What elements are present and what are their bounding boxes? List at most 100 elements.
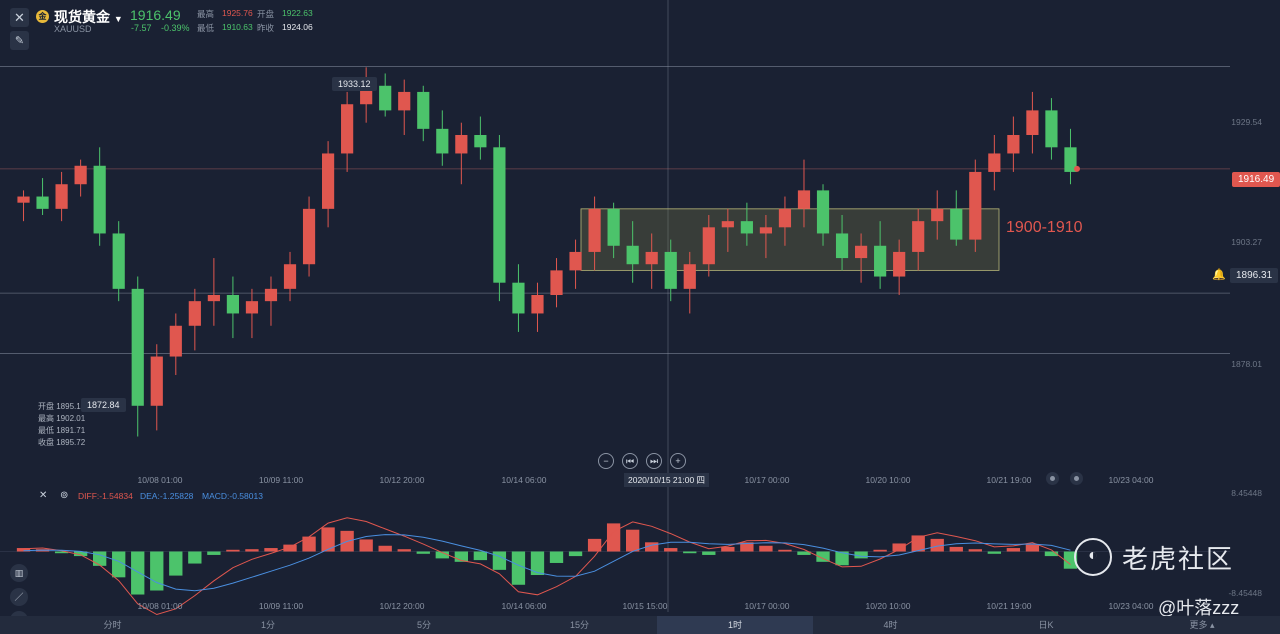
bell-icon[interactable]: 🔔	[1212, 269, 1226, 281]
bar-open: 开盘 1895.1	[38, 402, 81, 411]
current-price-tag: 1916.49	[1232, 172, 1280, 187]
macd-x-label: 10/21 19:00	[986, 601, 1032, 611]
candle	[455, 135, 468, 154]
macd-histogram-bar	[188, 551, 202, 564]
candle	[950, 208, 963, 240]
candle	[816, 190, 830, 234]
macd-histogram-bar	[530, 551, 545, 576]
instrument-symbol: XAUUSD	[54, 24, 92, 34]
candle	[1026, 110, 1039, 135]
macd-histogram-bar	[1063, 551, 1078, 569]
macd-axis-bottom: -8.45448	[1228, 588, 1262, 598]
scroll-back-button[interactable]: ⏮	[622, 453, 638, 469]
draw-tool-button[interactable]: ✎	[10, 31, 29, 50]
candle	[112, 233, 125, 289]
tab-more[interactable]: 更多 ▴	[1189, 620, 1215, 630]
macd-diff-line	[23, 517, 1071, 616]
tab-4hour[interactable]: 4时	[883, 620, 898, 630]
range-annotation: 1900-1910	[1006, 219, 1083, 236]
macd-histogram-bar	[492, 551, 507, 570]
candle	[36, 196, 49, 209]
candle	[55, 184, 68, 209]
candle	[417, 91, 430, 129]
low-price-label: 1872.84	[81, 398, 126, 412]
high-label: 最高	[197, 9, 215, 19]
low-value: 1910.63	[222, 22, 253, 32]
macd-histogram-bar	[587, 538, 602, 552]
macd-x-label: 10/14 06:00	[501, 601, 547, 611]
candle	[531, 295, 544, 314]
macd-histogram-bar	[169, 551, 183, 576]
tab-15min[interactable]: 15分	[569, 620, 589, 630]
tab-1hour[interactable]: 1时	[657, 616, 813, 634]
candle	[474, 135, 487, 148]
bar-low: 最低 1891.71	[38, 426, 86, 435]
indicator-bars-icon[interactable]: ▥	[10, 564, 28, 582]
zoom-out-button[interactable]: −	[598, 453, 614, 469]
candle	[1045, 110, 1058, 148]
bar-high: 最高 1902.01	[38, 414, 86, 423]
draw-line-icon[interactable]: ／	[10, 588, 28, 606]
candle	[931, 208, 944, 222]
macd-histogram-bar	[226, 549, 240, 552]
macd-histogram-bar	[549, 551, 564, 563]
candle	[321, 153, 335, 209]
macd-value: MACD:-0.58013	[202, 491, 263, 501]
tab-timeshare[interactable]: 分时	[103, 620, 122, 630]
zoom-in-button[interactable]: +	[670, 453, 686, 469]
macd-histogram-bar	[759, 545, 773, 552]
x-axis-label: 10/09 11:00	[258, 475, 304, 485]
macd-histogram-bar	[797, 551, 811, 555]
candle	[302, 208, 316, 265]
macd-histogram-bar	[207, 551, 221, 555]
close-indicator-button[interactable]: ✕	[39, 490, 48, 501]
price-change-percent: -0.39%	[161, 23, 190, 33]
alert-price-tag[interactable]: 1896.31	[1230, 268, 1279, 283]
macd-histogram-bar	[835, 551, 849, 566]
candle	[379, 85, 392, 111]
macd-x-label: 10/09 11:00	[258, 601, 304, 611]
high-value: 1925.76	[222, 8, 253, 18]
y-axis-label: 1878.01	[1231, 359, 1262, 369]
instrument-name[interactable]: 现货黄金 ▼	[54, 9, 123, 25]
macd-histogram-bar	[473, 551, 488, 561]
chevron-down-icon: ▼	[113, 14, 123, 24]
current-price: 1916.49	[130, 7, 181, 23]
macd-x-label: 10/08 01:00	[137, 601, 183, 611]
x-axis-label: 10/23 04:00	[1108, 475, 1154, 485]
macd-histogram-bar	[245, 549, 259, 552]
macd-histogram-bar	[397, 549, 411, 552]
macd-x-label: 10/23 04:00	[1108, 601, 1154, 611]
scroll-forward-button[interactable]: ⏭	[646, 453, 662, 469]
tab-5min[interactable]: 5分	[416, 620, 431, 630]
x-axis-label: 10/21 19:00	[986, 475, 1032, 485]
macd-histogram-bar	[378, 545, 392, 552]
author-handle: @叶落zzz	[1158, 598, 1240, 618]
macd-histogram-bar	[721, 546, 735, 552]
macd-dea: DEA:-1.25828	[140, 491, 194, 501]
tab-daily[interactable]: 日K	[1038, 620, 1054, 630]
candle	[797, 190, 811, 209]
macd-histogram-bar	[131, 551, 145, 595]
reset-dot-button[interactable]	[1070, 472, 1083, 485]
candle	[283, 264, 297, 289]
x-axis-label: 10/17 00:00	[744, 475, 790, 485]
candle	[874, 245, 887, 277]
macd-histogram-bar	[949, 546, 963, 552]
macd-histogram-bar	[740, 542, 754, 552]
close-button[interactable]: ✕	[10, 8, 29, 27]
tab-1min[interactable]: 1分	[260, 620, 275, 630]
candle	[512, 282, 525, 314]
candle	[912, 221, 925, 252]
candle	[893, 251, 906, 277]
macd-histogram-bar	[511, 551, 526, 585]
settings-dot-button[interactable]	[1046, 472, 1059, 485]
brand-name: 老虎社区	[1122, 543, 1235, 574]
candle	[645, 251, 658, 265]
candle	[988, 153, 1001, 172]
indicator-settings-icon[interactable]: ⊚	[60, 490, 69, 501]
candle	[854, 245, 868, 259]
macd-diff: DIFF:-1.54834	[78, 491, 133, 501]
candle	[93, 165, 106, 234]
